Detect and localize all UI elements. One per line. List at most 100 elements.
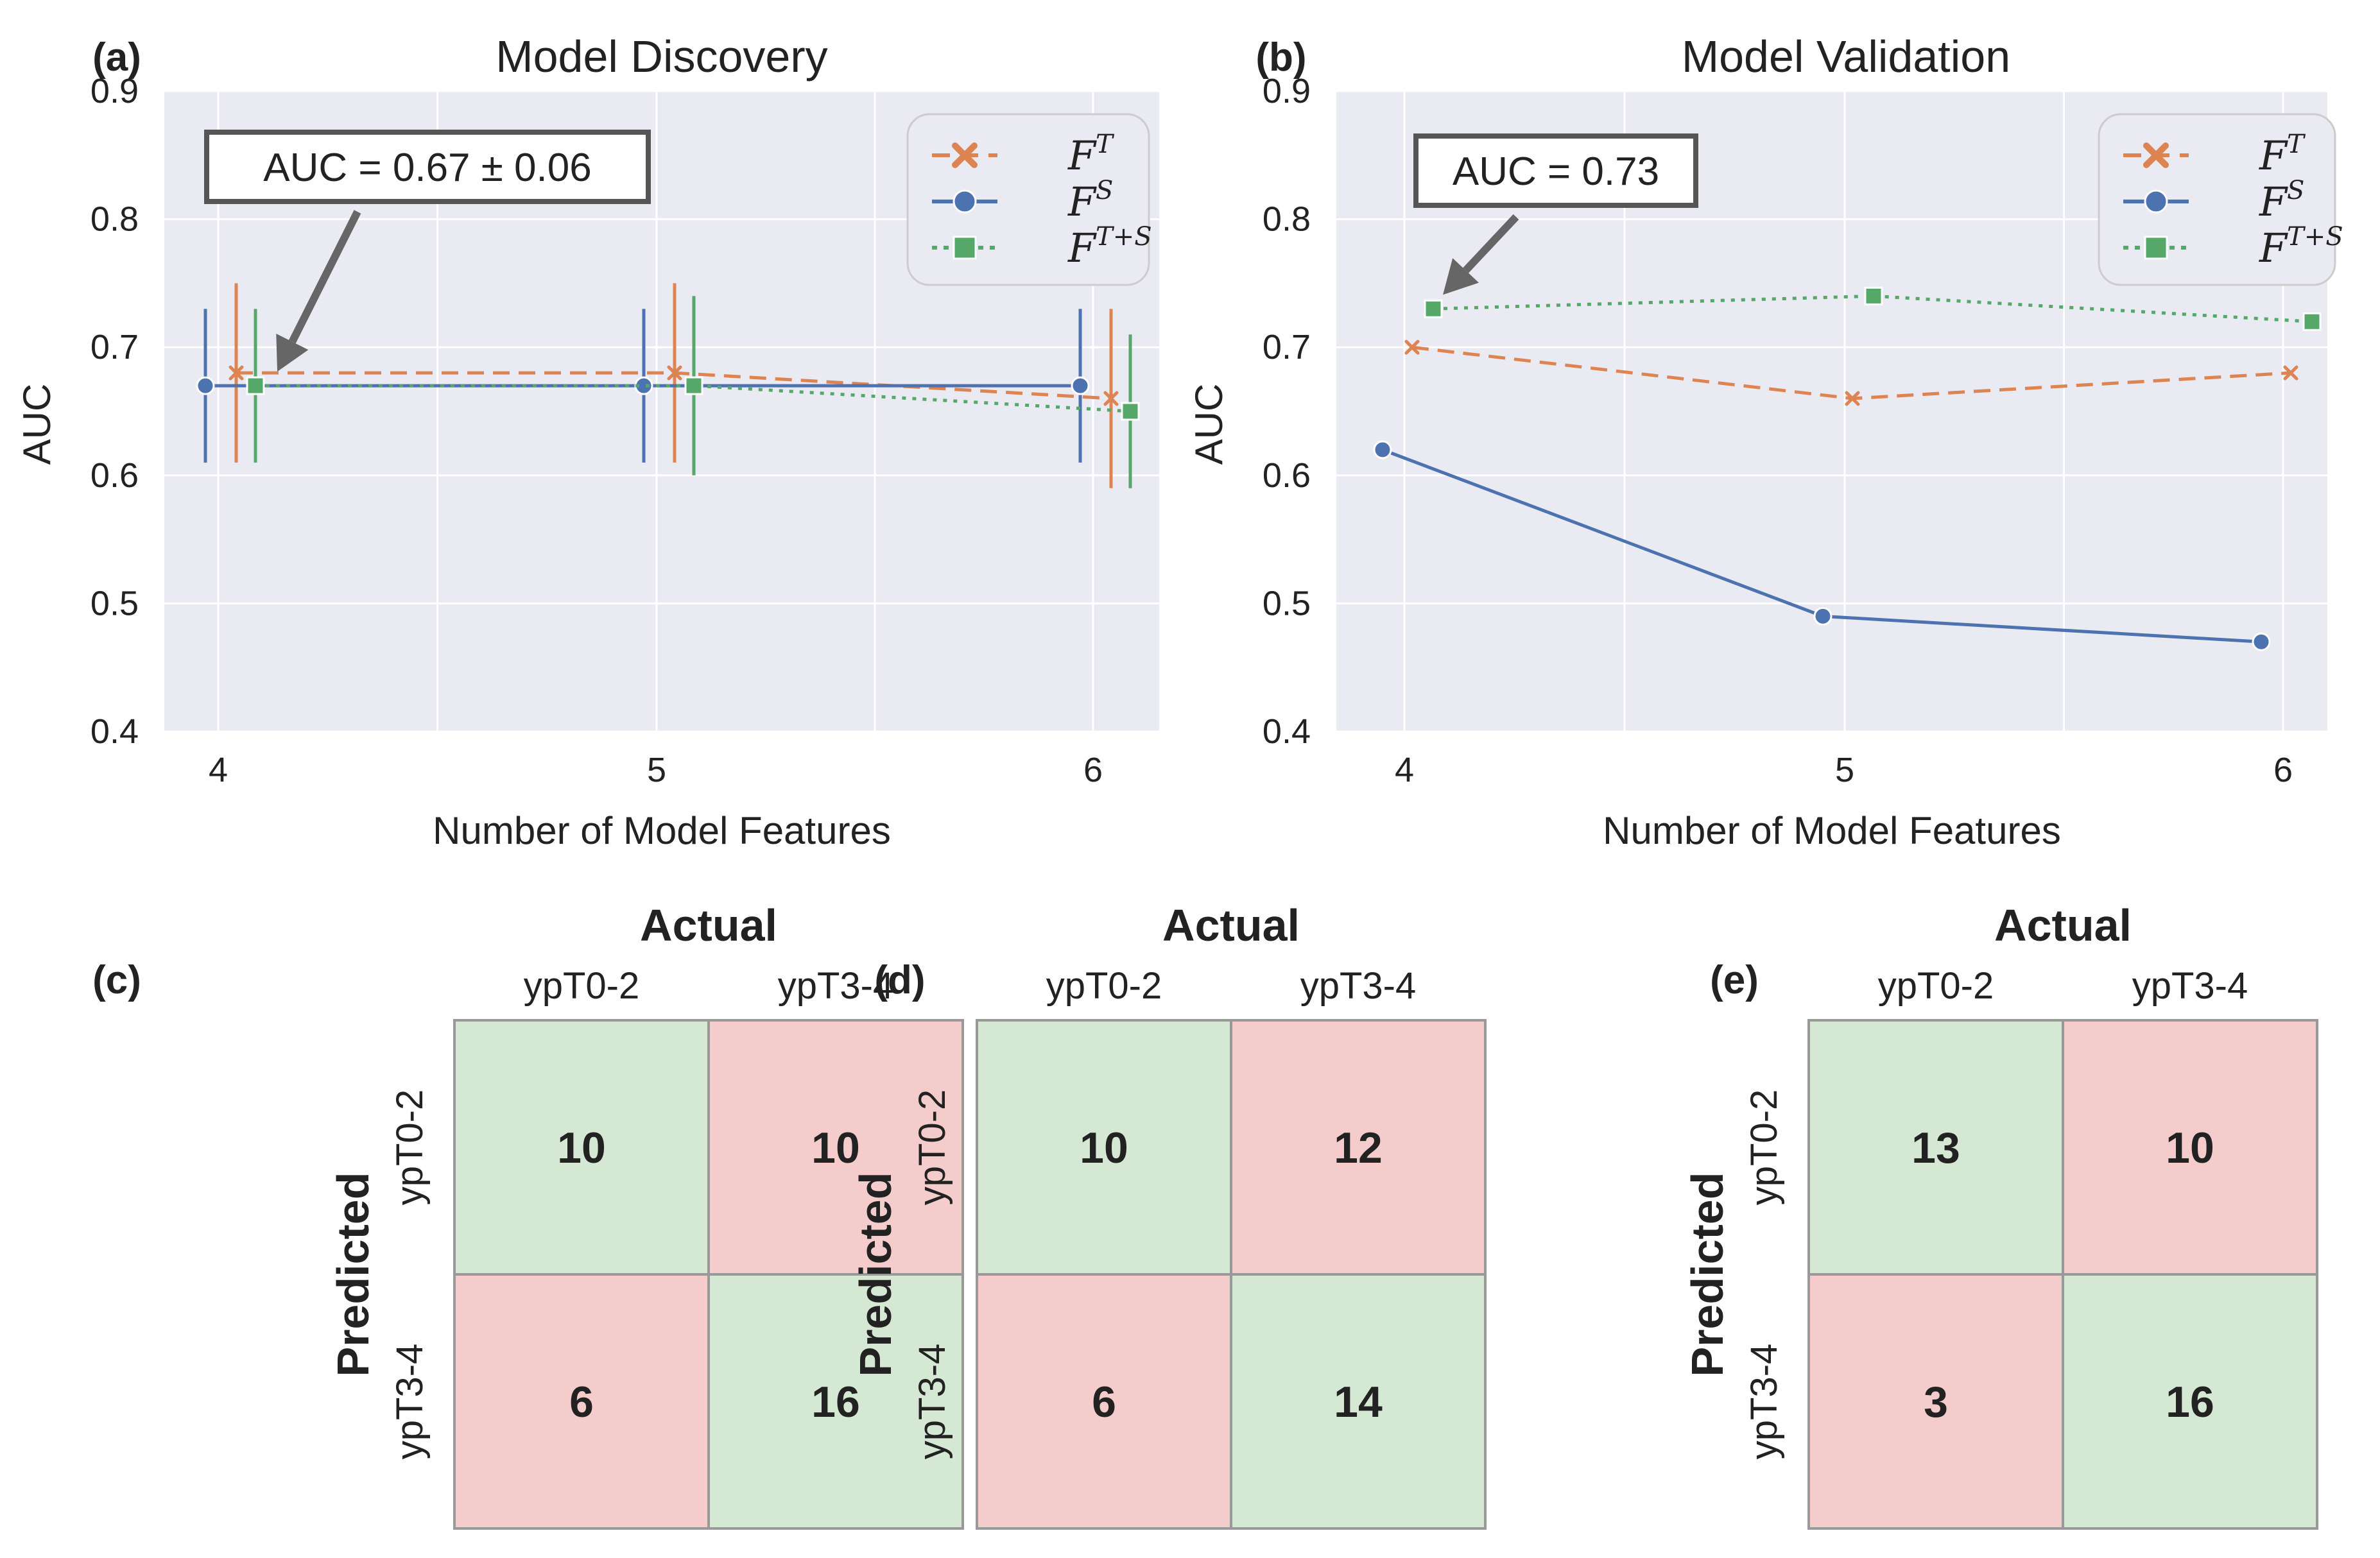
panel-a-line-chart: 0.4 0.5 0.6 0.7 0.8 0.9 4 5 6 Number of Model Fea… bbox=[15, 31, 1159, 852]
legend-label-sup: T+S bbox=[2287, 222, 2343, 252]
matrix-cell-value: 6 bbox=[1092, 1378, 1116, 1426]
matrix-row-label: ypT3-4 bbox=[1743, 1344, 1785, 1460]
y-tick-label: 0.7 bbox=[1263, 328, 1311, 366]
data-point bbox=[1121, 402, 1140, 421]
data-point bbox=[2283, 365, 2298, 381]
legend-label-sup: T+S bbox=[1096, 222, 1152, 252]
legend-marker bbox=[2144, 235, 2168, 260]
panel-tag: (b) bbox=[1255, 35, 1306, 80]
annotation-arrow-shaft bbox=[288, 210, 361, 344]
data-point bbox=[246, 376, 265, 395]
matrix-cell bbox=[976, 1273, 1232, 1530]
matrix-cell-value: 10 bbox=[1080, 1124, 1128, 1172]
x-tick-label: 5 bbox=[647, 751, 666, 789]
y-tick-label: 0.7 bbox=[91, 328, 139, 366]
series-line bbox=[255, 384, 1131, 413]
legend-label-name: F bbox=[1067, 178, 1097, 225]
y-tick-label: 0.5 bbox=[91, 584, 139, 622]
matrix-cell bbox=[453, 1273, 710, 1530]
data-point bbox=[2302, 312, 2322, 331]
data-point bbox=[196, 376, 215, 395]
matrix-cell bbox=[1230, 1273, 1487, 1530]
x-tick-label: 6 bbox=[2273, 751, 2293, 789]
matrix-cell-value: 10 bbox=[557, 1124, 606, 1172]
data-point bbox=[667, 365, 682, 381]
data-point bbox=[1845, 391, 1860, 406]
matrix-col-label: ypT3-4 bbox=[778, 965, 894, 1007]
matrix-cell-value: 12 bbox=[1334, 1124, 1383, 1172]
y-axis-label: AUC bbox=[1187, 384, 1230, 465]
matrix-cell bbox=[2062, 1273, 2318, 1530]
series-F-T+S bbox=[1424, 286, 2322, 331]
chart-title: Model Discovery bbox=[496, 31, 827, 81]
matrix-cell-value: 13 bbox=[1911, 1124, 1960, 1172]
series-line bbox=[1433, 294, 2313, 323]
matrix-cell-value: 14 bbox=[1334, 1378, 1383, 1426]
x-axis-label: Number of Model Features bbox=[1603, 809, 2061, 852]
data-point bbox=[1424, 299, 1443, 318]
matrix-cell-value: 6 bbox=[569, 1378, 594, 1426]
legend-label-name: F bbox=[1067, 132, 1097, 179]
y-tick-label: 0.6 bbox=[91, 456, 139, 495]
annotation: AUC = 0.67 ± 0.06 bbox=[204, 130, 651, 372]
series-F-S bbox=[1373, 440, 2271, 651]
legend-marker bbox=[953, 189, 977, 214]
series-F-T bbox=[229, 283, 1119, 488]
y-tick-label: 0.6 bbox=[1263, 456, 1311, 495]
x-tick-label: 4 bbox=[209, 751, 228, 789]
matrix-row-label: ypT0-2 bbox=[389, 1090, 431, 1206]
matrix-cell bbox=[2062, 1019, 2318, 1276]
matrix-row-label: ypT0-2 bbox=[911, 1090, 953, 1206]
x-tick-label: 4 bbox=[1395, 751, 1414, 789]
legend-label: FT+S bbox=[2259, 222, 2343, 271]
legend-entry: FT+S bbox=[2123, 222, 2343, 271]
legend-label-name: F bbox=[2259, 178, 2288, 225]
annotation-arrow-shaft bbox=[1463, 214, 1519, 273]
matrix-col-label: ypT0-2 bbox=[524, 965, 640, 1007]
matrix-cell bbox=[976, 1019, 1232, 1276]
y-axis-label: AUC bbox=[15, 384, 58, 465]
legend-marker bbox=[2144, 189, 2168, 214]
legend-marker bbox=[2143, 142, 2169, 168]
matrix-row-label: ypT3-4 bbox=[389, 1344, 431, 1460]
matrix-row-label: ypT3-4 bbox=[911, 1344, 953, 1460]
panel-tag: (a) bbox=[92, 35, 141, 80]
legend-label: FT bbox=[1067, 130, 1115, 179]
legend-label-name: F bbox=[2259, 132, 2288, 179]
panel-tag: (c) bbox=[92, 958, 141, 1002]
x-tick-label: 6 bbox=[1083, 751, 1103, 789]
y-tick-label: 0.5 bbox=[1263, 584, 1311, 622]
y-tick-label: 0.9 bbox=[1263, 72, 1311, 110]
chart-title: Model Validation bbox=[1682, 31, 2010, 81]
data-point bbox=[684, 376, 703, 395]
matrix-row-title: Predicted bbox=[1682, 1172, 1732, 1377]
matrix-row-label: ypT0-2 bbox=[1743, 1090, 1785, 1206]
x-tick-label: 5 bbox=[1835, 751, 1854, 789]
matrix-cell-value: 16 bbox=[811, 1378, 860, 1426]
legend-label: FT bbox=[2259, 130, 2306, 179]
legend-entry: FT+S bbox=[932, 222, 1152, 271]
matrix-cell bbox=[1807, 1019, 2064, 1276]
legend-entry: FS bbox=[2123, 176, 2304, 225]
matrix-col-title: Actual bbox=[1162, 900, 1300, 950]
annotation-arrow-head bbox=[276, 334, 309, 372]
legend-label-sup: T bbox=[2287, 130, 2306, 159]
panel-b-line-chart: 0.4 0.5 0.6 0.7 0.8 0.9 4 5 6 Number of Model Fea… bbox=[1187, 31, 2343, 852]
y-tick-label: 0.9 bbox=[91, 72, 139, 110]
legend-label-name: F bbox=[2259, 225, 2288, 271]
matrix-col-title: Actual bbox=[640, 900, 777, 950]
matrix-col-label: ypT3-4 bbox=[2132, 965, 2248, 1007]
legend-label-sup: S bbox=[2287, 176, 2304, 205]
data-point bbox=[2252, 632, 2271, 651]
legend-marker bbox=[953, 235, 977, 260]
annotation-box bbox=[204, 130, 651, 204]
legend-entry: FS bbox=[932, 176, 1113, 225]
y-tick-label: 0.8 bbox=[1263, 200, 1311, 239]
annotation: AUC = 0.73 bbox=[1413, 133, 1698, 295]
matrix-cell-value: 10 bbox=[2166, 1124, 2214, 1172]
